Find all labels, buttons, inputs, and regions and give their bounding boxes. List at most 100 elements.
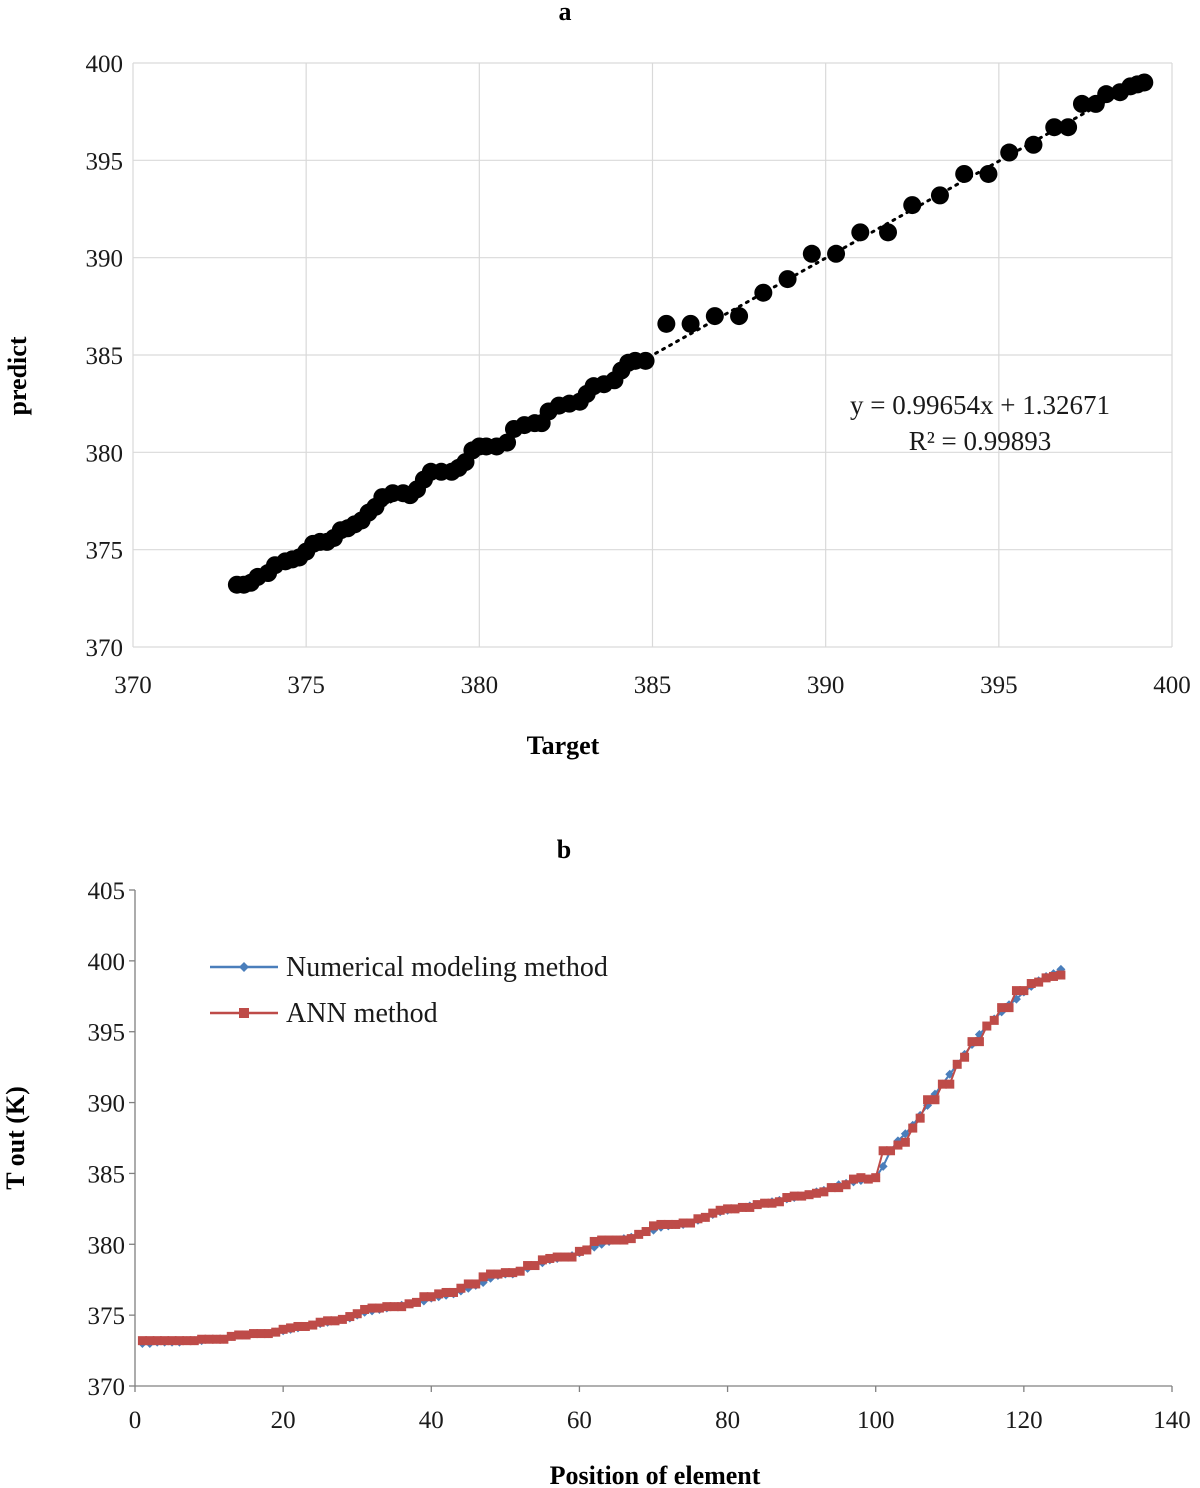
square-marker [1019,986,1029,996]
square-marker [982,1021,992,1031]
square-marker [278,1324,288,1334]
x-tick-label: 0 [129,1407,142,1434]
square-marker [160,1336,170,1346]
square-marker [841,1180,851,1190]
square-marker [330,1316,340,1326]
square-marker [560,1252,570,1262]
x-tick-label: 100 [857,1407,895,1434]
data-point [903,196,922,215]
y-tick-label: 375 [86,538,124,565]
data-point [1059,118,1078,137]
data-point [955,164,974,183]
square-marker [945,1079,955,1089]
data-point [1072,94,1091,113]
square-marker [863,1174,873,1184]
panel-a-title: a [559,0,572,26]
x-tick-label: 370 [114,672,152,699]
legend-item: ANN method [210,998,438,1029]
square-marker [219,1334,229,1344]
x-tick-label: 80 [715,1407,740,1434]
square-marker [515,1266,525,1276]
square-marker [715,1205,725,1215]
data-point [827,244,846,263]
square-marker [641,1227,651,1237]
data-point [979,164,998,183]
square-marker [937,1079,947,1089]
square-marker [693,1214,703,1224]
square-marker [789,1191,799,1201]
square-marker [478,1272,488,1282]
square-marker [871,1173,881,1183]
trendline [235,78,1146,590]
square-marker [611,1235,621,1245]
x-tick-label: 380 [461,672,499,699]
diamond-marker [878,1161,888,1171]
y-tick-label: 370 [88,1374,126,1401]
square-marker [234,1330,244,1340]
series-line [142,974,1062,1342]
square-marker [797,1191,807,1201]
square-marker [441,1287,451,1297]
series-diamond [137,964,1066,1348]
square-marker [293,1321,303,1331]
square-marker [782,1193,792,1203]
square-marker [241,1330,251,1340]
x-tick-label: 400 [1153,672,1191,699]
square-marker [1026,979,1036,989]
square-marker [286,1323,296,1333]
legend-label: Numerical modeling method [286,952,608,983]
square-marker [1048,971,1058,981]
y-tick-label: 390 [88,1091,126,1118]
square-marker [374,1303,384,1313]
square-marker [886,1146,896,1156]
data-point [930,186,949,205]
square-marker [508,1268,518,1278]
square-marker [678,1218,688,1228]
square-marker [745,1202,755,1212]
data-points [227,73,1154,594]
square-marker [204,1334,214,1344]
square-marker [767,1198,777,1208]
x-tick-label: 140 [1153,1407,1191,1434]
square-marker [404,1299,414,1309]
square-marker [137,1336,147,1346]
data-point [1000,143,1019,162]
square-marker [493,1269,503,1279]
legend-label: ANN method [286,998,438,1029]
square-marker [923,1095,933,1105]
square-marker [708,1208,718,1218]
square-marker [411,1297,421,1307]
square-marker [360,1304,370,1314]
y-tick-label: 385 [88,1161,126,1188]
y-tick-label: 380 [88,1232,126,1259]
square-marker [300,1321,310,1331]
square-marker [893,1140,903,1150]
square-marker [182,1336,192,1346]
square-marker [397,1302,407,1312]
square-marker [352,1309,362,1319]
square-marker [908,1123,918,1133]
square-marker [167,1336,177,1346]
square-marker [900,1137,910,1147]
x-tick-labels: 0 20 40 60 80 100 120 140 [129,1407,1191,1434]
x-axis-title: Target [527,731,600,760]
square-marker [974,1037,984,1047]
x-tick-label: 60 [567,1407,592,1434]
square-marker [523,1261,533,1271]
y-tick-label: 375 [88,1303,126,1330]
square-marker [537,1255,547,1265]
square-marker [915,1113,925,1123]
square-marker [663,1219,673,1229]
square-marker [463,1279,473,1289]
data-point [778,270,797,289]
data-point [681,314,700,333]
square-marker [582,1245,592,1255]
data-point [636,351,655,370]
x-tick-labels: 370 375 380 385 390 395 400 [114,672,1191,699]
square-marker [197,1334,207,1344]
series-lines [137,964,1066,1348]
square-marker [952,1059,962,1069]
square-marker [848,1174,858,1184]
square-marker [1011,986,1021,996]
